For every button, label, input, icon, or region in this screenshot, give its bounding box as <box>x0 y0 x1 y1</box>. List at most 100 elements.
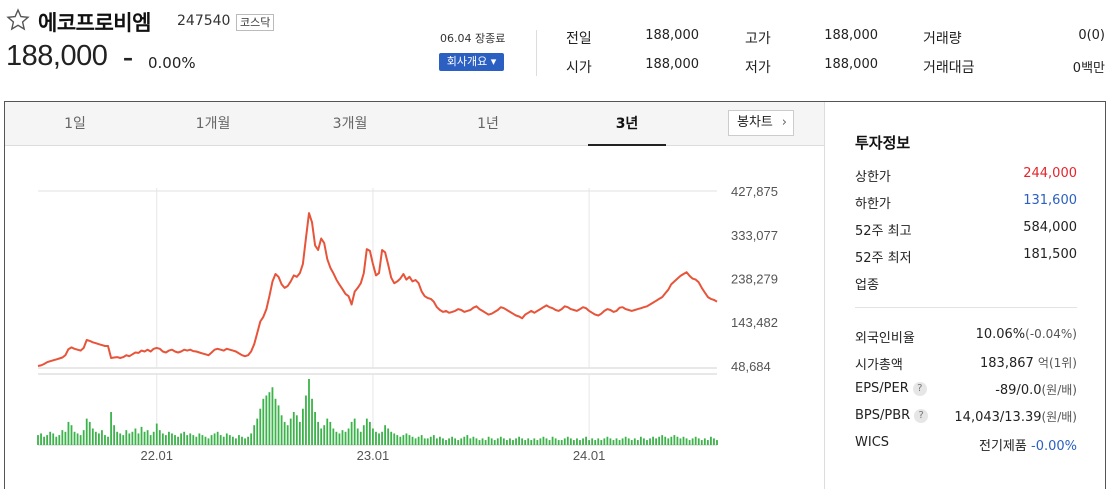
low52-value: 181,500 <box>1023 247 1077 262</box>
volume-bar <box>481 438 484 445</box>
volume-bar <box>356 428 359 445</box>
volume-bar <box>268 392 271 445</box>
volume-bar <box>682 436 685 445</box>
volume-bar <box>694 436 697 445</box>
volume-bar <box>402 435 405 445</box>
volume-bar <box>542 436 545 445</box>
volume-bar <box>499 436 502 445</box>
volume-bar <box>289 418 292 445</box>
volume-bar <box>247 436 249 445</box>
volume-bar <box>451 436 453 445</box>
volume-bar <box>228 435 231 445</box>
price-line <box>37 212 718 367</box>
volume-bar <box>344 431 347 445</box>
tab-1month[interactable]: 1개월 <box>195 116 231 132</box>
volume-bar <box>189 433 192 445</box>
help-icon[interactable]: ? <box>912 382 927 396</box>
volume-bar <box>460 438 463 445</box>
volume-bar <box>359 431 362 445</box>
volume-bar <box>697 438 700 445</box>
volume-bar <box>670 436 673 445</box>
lower-limit-label: 하한가 <box>855 197 891 212</box>
volume-bar <box>171 433 173 445</box>
tab-3month[interactable]: 3개월 <box>332 116 368 132</box>
company-overview-button[interactable]: 회사개요 ▾ <box>439 53 504 71</box>
volume-bar <box>146 430 149 445</box>
volume-bar <box>265 395 268 445</box>
volume-label: 거래량 <box>923 31 962 47</box>
eps-per-label: EPS/PER <box>855 381 909 396</box>
volume-bar <box>609 438 612 445</box>
volume-bar <box>545 438 548 445</box>
volume-bar <box>119 433 122 445</box>
volume-bar <box>219 435 222 445</box>
tab-3year[interactable]: 3년 <box>615 116 639 132</box>
info-separator <box>855 307 1077 308</box>
volume-bar <box>588 440 591 445</box>
volume-bar <box>594 440 597 445</box>
volume-bar <box>259 408 262 445</box>
volume-bar <box>606 436 609 445</box>
eps-per-unit: (원/배) <box>1041 383 1078 397</box>
help-icon[interactable]: ? <box>914 409 929 423</box>
candle-chart-button[interactable]: 봉차트 › <box>728 110 794 136</box>
volume-bar <box>302 408 304 445</box>
volume-bar <box>378 433 380 445</box>
volume-bar <box>67 421 70 445</box>
volume-bar <box>524 440 527 445</box>
volume-bar <box>572 440 575 445</box>
volume-bar <box>335 431 338 445</box>
investment-info-title: 투자정보 <box>855 134 911 152</box>
volume-bar <box>161 433 164 445</box>
open-value: 188,000 <box>645 57 699 72</box>
volume-bar <box>372 428 374 445</box>
volume-bar <box>82 430 85 445</box>
lower-limit-value: 131,600 <box>1023 193 1077 208</box>
foreign-ratio-value: 10.06% <box>975 327 1026 342</box>
volume-bar <box>137 433 140 445</box>
volume-bar <box>652 436 654 445</box>
volume-bar <box>493 440 496 445</box>
high-value: 188,000 <box>824 28 878 43</box>
tab-1day[interactable]: 1일 <box>64 116 86 132</box>
low52-label: 52주 최저 <box>855 251 912 266</box>
volume-bar <box>478 440 481 445</box>
prev-close-label: 전일 <box>566 31 592 47</box>
volume-bar <box>496 438 499 445</box>
wics-row: WICS 전기제품 -0.00% <box>855 435 1077 455</box>
volume-bar <box>174 435 176 445</box>
x-tick-label: 24.01 <box>573 448 606 463</box>
wics-change: -0.00% <box>1031 439 1077 454</box>
volume-bar <box>463 436 466 445</box>
volume-bar <box>256 418 259 445</box>
volume-bar <box>79 435 82 445</box>
volume-bar <box>122 435 125 445</box>
volume-bar <box>326 418 329 445</box>
favorite-star-icon[interactable] <box>6 8 30 32</box>
volume-bar <box>649 438 651 445</box>
volume-bar <box>85 418 88 445</box>
price-chart[interactable]: 427,875 333,077 238,279 143,482 48,684 22.01 2… <box>5 146 823 489</box>
volume-bar <box>646 440 648 445</box>
change-symbol: – <box>123 46 133 70</box>
volume-bar <box>658 436 661 445</box>
volume-bar <box>636 440 639 445</box>
market-cap-row: 시가총액 183,867 억(1위) <box>855 354 1077 374</box>
tab-1year[interactable]: 1년 <box>477 116 499 132</box>
volume-bar <box>241 436 243 445</box>
volume-bar <box>350 421 353 445</box>
market-cap-label: 시가총액 <box>855 358 903 373</box>
volume-bar <box>563 438 566 445</box>
high52-label: 52주 최고 <box>855 224 912 239</box>
foreign-ratio-row: 외국인비율 10.06%(-0.04%) <box>855 327 1077 347</box>
volume-bar <box>97 433 100 445</box>
volume-bar <box>387 428 390 445</box>
volume-bar <box>280 415 283 445</box>
wics-value[interactable]: 전기제품 <box>979 439 1027 454</box>
volume-bar <box>673 435 676 445</box>
volume-bar <box>633 438 636 445</box>
volume-bar <box>643 438 645 445</box>
volume-bar <box>667 438 670 445</box>
y-tick-label: 427,875 <box>731 184 778 199</box>
volume-bar <box>487 436 490 445</box>
